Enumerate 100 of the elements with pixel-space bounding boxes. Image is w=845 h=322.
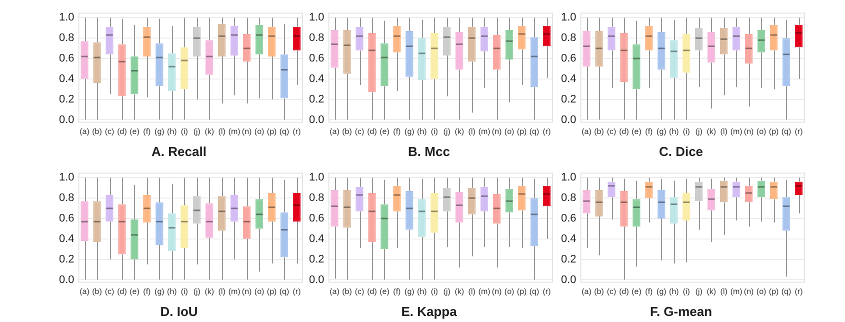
y-tick-label: 0.0: [58, 114, 74, 126]
x-tick-label: (n): [242, 126, 252, 136]
y-tick-label: 0.2: [58, 93, 74, 106]
x-tick-label: (q): [279, 126, 290, 136]
y-tick-label: 1.0: [308, 12, 324, 24]
x-tick-label: (r): [542, 286, 552, 296]
x-tick-label: (d): [367, 126, 378, 136]
y-tick-label: 0.6: [58, 212, 74, 225]
x-tick-label: (j): [443, 286, 451, 296]
x-tick-label: (g): [656, 126, 667, 136]
y-tick-label: 0.6: [308, 52, 324, 65]
x-tick-label: (k): [454, 286, 464, 296]
y-tick-label: 0.0: [560, 274, 576, 286]
x-tick-label: (o): [756, 286, 767, 296]
x-tick-label: (b): [342, 286, 352, 296]
x-tick-label: (l): [720, 126, 728, 136]
y-tick-label: 0.6: [308, 212, 324, 225]
x-tick-label: (e): [130, 286, 140, 296]
x-tick-label: (o): [756, 126, 767, 136]
x-tick-label: (l): [218, 126, 226, 136]
x-tick-label: (p): [266, 126, 278, 136]
x-tick-label: (d): [367, 286, 378, 296]
x-tick-label: (m): [228, 126, 241, 136]
x-tick-label: (r): [292, 126, 302, 136]
y-tick-label: 1.0: [58, 12, 74, 24]
x-tick-label: (p): [768, 286, 780, 296]
x-tick-label: (r): [794, 286, 804, 296]
y-tick-label: 1.0: [560, 172, 576, 184]
x-tick-label: (e): [380, 126, 390, 136]
y-tick-label: 1.0: [560, 12, 576, 24]
x-tick-label: (f): [645, 286, 654, 296]
x-tick-label: (i): [682, 126, 690, 136]
y-tick-label: 1.0: [308, 172, 324, 184]
x-tick-label: (h): [167, 126, 178, 136]
x-tick-label: (a): [80, 286, 90, 296]
x-tick-label: (j): [443, 126, 451, 136]
x-tick-label: (k): [204, 126, 214, 136]
x-tick-label: (n): [492, 126, 502, 136]
x-tick-label: (e): [380, 286, 390, 296]
y-tick-label: 0.0: [560, 114, 576, 126]
y-tick-label: 0.2: [308, 253, 324, 266]
x-tick-label: (q): [781, 126, 792, 136]
x-tick-label: (i): [682, 286, 690, 296]
text: B. Mcc: [408, 144, 450, 159]
x-tick-label: (b): [92, 126, 102, 136]
x-tick-label: (j): [695, 126, 703, 136]
x-tick-label: (h): [669, 126, 680, 136]
x-tick-label: (b): [92, 286, 102, 296]
x-tick-label: (p): [266, 286, 278, 296]
x-tick-label: (d): [117, 286, 128, 296]
x-tick-label: (k): [454, 126, 464, 136]
x-tick-label: (n): [744, 126, 754, 136]
x-tick-label: (m): [478, 286, 491, 296]
x-tick-label: (c): [104, 126, 114, 136]
x-tick-label: (k): [706, 286, 716, 296]
x-tick-label: (l): [468, 126, 476, 136]
x-tick-label: (b): [594, 126, 604, 136]
text: E. Kappa: [401, 304, 458, 319]
x-tick-label: (e): [130, 126, 140, 136]
x-tick-label: (a): [80, 126, 90, 136]
x-tick-label: (f): [143, 286, 152, 296]
x-tick-label: (o): [254, 126, 265, 136]
x-tick-label: (b): [594, 286, 604, 296]
x-tick-label: (n): [744, 286, 754, 296]
x-tick-label: (g): [656, 286, 667, 296]
x-tick-label: (g): [154, 286, 165, 296]
y-tick-label: 0.2: [58, 253, 74, 266]
x-tick-label: (e): [632, 286, 642, 296]
x-tick-label: (q): [279, 286, 290, 296]
y-tick-label: 0.8: [58, 192, 74, 204]
x-tick-label: (g): [404, 286, 415, 296]
y-tick-label: 0.8: [308, 192, 324, 204]
x-tick-label: (q): [529, 126, 540, 136]
x-tick-label: (c): [606, 286, 616, 296]
y-tick-label: 0.4: [58, 232, 74, 245]
x-tick-label: (k): [706, 126, 716, 136]
x-tick-label: (i): [180, 286, 188, 296]
text: F. G-mean: [650, 304, 712, 319]
x-tick-label: (i): [430, 286, 438, 296]
x-tick-label: (a): [330, 286, 340, 296]
x-tick-label: (g): [154, 126, 165, 136]
y-tick-label: 0.4: [308, 72, 324, 85]
x-tick-label: (f): [393, 286, 402, 296]
x-tick-label: (p): [768, 126, 780, 136]
y-tick-label: 0.2: [308, 93, 324, 106]
x-tick-label: (h): [417, 126, 428, 136]
x-tick-label: (c): [354, 286, 364, 296]
x-tick-label: (l): [468, 286, 476, 296]
x-tick-label: (m): [730, 286, 743, 296]
y-tick-label: 0.8: [560, 32, 576, 44]
y-tick-label: 0.0: [308, 274, 324, 286]
y-tick-label: 0.4: [560, 72, 576, 85]
y-tick-label: 0.0: [308, 114, 324, 126]
x-tick-label: (n): [242, 286, 252, 296]
y-tick-label: 0.8: [560, 192, 576, 204]
x-tick-label: (q): [529, 286, 540, 296]
x-tick-label: (e): [632, 126, 642, 136]
x-tick-label: (f): [393, 126, 402, 136]
x-tick-label: (p): [516, 126, 528, 136]
x-tick-label: (m): [730, 126, 743, 136]
